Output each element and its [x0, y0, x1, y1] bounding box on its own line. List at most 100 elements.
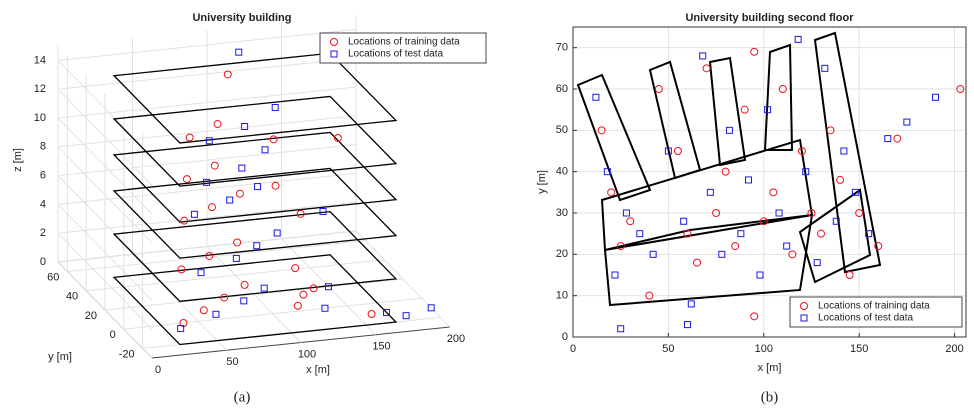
marker — [291, 264, 300, 273]
z-tick-label: 0 — [40, 256, 46, 268]
grid-line — [57, 146, 153, 244]
y-tick-label: 10 — [556, 290, 568, 302]
marker — [931, 93, 939, 101]
marker — [212, 310, 220, 318]
marker — [293, 301, 302, 310]
y-tick-label: 20 — [556, 248, 568, 260]
marker — [845, 271, 854, 279]
y-tick-label: 0 — [110, 329, 116, 341]
marker — [241, 123, 249, 130]
y-axis-label: y [m] — [48, 351, 72, 363]
y-tick-label: 70 — [556, 42, 568, 54]
marker — [874, 242, 883, 251]
x-tick-label: 0 — [155, 364, 161, 376]
floor-slab — [112, 210, 398, 303]
floor-slab — [112, 52, 398, 144]
x-tick-label: 50 — [662, 343, 674, 355]
x-tick-label: 100 — [298, 348, 316, 360]
marker — [721, 167, 730, 176]
marker — [855, 209, 864, 217]
y-tick-label: 50 — [556, 124, 568, 136]
y-tick-label: 40 — [556, 166, 568, 178]
marker — [240, 280, 249, 289]
marker — [592, 93, 600, 101]
panel-label: (b) — [761, 389, 779, 405]
marker — [740, 105, 749, 114]
plan-wing — [763, 43, 794, 151]
marker — [427, 304, 435, 312]
z-tick-label: 12 — [34, 83, 46, 95]
marker — [190, 210, 198, 218]
marker — [269, 135, 278, 144]
marker — [617, 325, 625, 333]
grid-line — [57, 117, 153, 215]
grid-line — [57, 230, 357, 263]
z-tick-label: 6 — [40, 170, 46, 182]
floor-slab — [112, 95, 398, 187]
y-tick-label: 40 — [66, 291, 78, 303]
grid-line — [57, 57, 357, 90]
legend-label: Locations of training data — [348, 37, 460, 48]
marker — [759, 217, 768, 226]
grid-line — [57, 86, 357, 119]
plan-hall — [600, 138, 814, 252]
marker — [731, 242, 740, 251]
marker — [813, 259, 821, 267]
marker — [687, 300, 695, 308]
marker — [693, 258, 702, 267]
marker — [836, 175, 845, 184]
title: University building — [192, 12, 291, 24]
marker — [402, 312, 410, 320]
y-tick-label: 0 — [562, 331, 568, 343]
grid-line — [57, 144, 357, 177]
legend-label: Locations of training data — [818, 301, 930, 312]
marker — [797, 147, 806, 155]
plot-frame — [572, 26, 967, 338]
marker — [238, 164, 246, 172]
plan-hall — [798, 188, 872, 284]
marker — [794, 35, 802, 43]
x-tick-label: 0 — [570, 343, 576, 355]
marker — [712, 209, 721, 217]
marker — [226, 196, 234, 204]
x-axis-label: x [m] — [306, 364, 330, 376]
y-tick-label: 20 — [85, 310, 97, 322]
plan-wing — [813, 31, 882, 274]
grid-line — [104, 278, 404, 311]
grid-line — [86, 259, 385, 292]
marker — [683, 229, 692, 238]
marker — [649, 250, 657, 258]
marker — [826, 126, 835, 135]
marker — [764, 106, 772, 114]
x-axis-label: x [m] — [758, 362, 782, 374]
marker — [840, 147, 848, 155]
marker — [367, 310, 376, 318]
marker — [802, 168, 810, 176]
marker — [203, 178, 211, 186]
marker — [851, 188, 859, 196]
marker — [383, 308, 390, 316]
marker — [622, 209, 630, 217]
marker — [745, 176, 753, 184]
marker — [832, 217, 840, 225]
marker — [205, 137, 213, 145]
marker — [271, 181, 280, 190]
marker — [800, 302, 808, 310]
legend — [789, 296, 963, 328]
marker — [737, 230, 745, 238]
grid-line — [57, 88, 153, 186]
marker — [778, 85, 787, 93]
y-tick-label: 30 — [556, 207, 568, 219]
marker — [903, 118, 911, 126]
marker — [817, 229, 826, 238]
marker — [180, 216, 189, 225]
grid-line — [67, 240, 366, 273]
marker — [821, 64, 829, 72]
marker — [680, 217, 688, 225]
y-axis-label: y [m] — [536, 170, 548, 194]
marker — [197, 269, 205, 277]
x-tick-label: 100 — [755, 343, 773, 355]
marker — [177, 265, 186, 274]
legend — [319, 32, 487, 64]
